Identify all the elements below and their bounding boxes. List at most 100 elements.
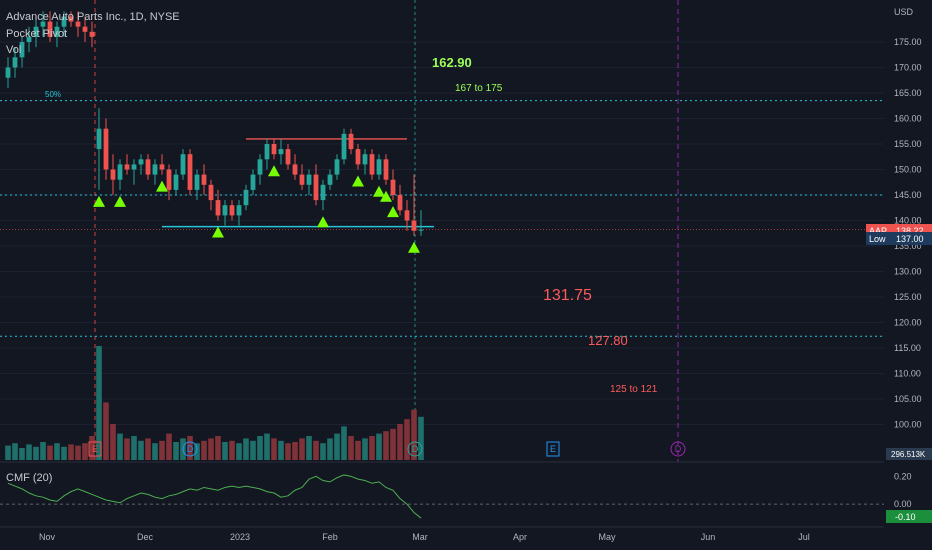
cmf-line (7, 474, 422, 519)
candle-body (75, 21, 81, 27)
candle-body (159, 164, 165, 170)
volume-bar (397, 424, 403, 460)
candle-body (12, 57, 18, 68)
candle-body (19, 42, 25, 58)
volume-bar (201, 440, 207, 460)
candle-body (257, 159, 263, 175)
earnings-marker (546, 441, 560, 457)
volume-bar (61, 446, 67, 460)
time-tick: Mar (412, 532, 428, 542)
pocket-pivot-arrow (212, 226, 224, 238)
candle-body (264, 144, 270, 160)
volume-bar (82, 443, 88, 460)
candle-body (5, 67, 11, 78)
volume-bar (229, 440, 235, 460)
volume-bar (47, 445, 53, 460)
time-axis[interactable]: Nov Dec 2023 Feb Mar Apr May Jun Jul (0, 526, 884, 542)
volume-bar (138, 440, 144, 460)
event-marker-letter: E (550, 444, 556, 454)
indicator-name[interactable]: Pocket Pivot (6, 28, 67, 40)
volume-bar (362, 438, 368, 460)
volume-bar (54, 443, 60, 460)
time-tick: Jun (701, 532, 716, 542)
volume-bar (40, 442, 46, 460)
pocket-pivot-arrow (352, 175, 364, 187)
volume-bar (131, 436, 137, 460)
volume-bar (271, 438, 277, 460)
target-high-label: 162.90 (432, 55, 472, 70)
candle-body (117, 164, 123, 180)
candle-body (278, 149, 284, 155)
volume-bar (222, 442, 228, 460)
event-marker-letter: D (187, 444, 194, 454)
volume-bar (369, 436, 375, 460)
cmf-tick: 0.00 (894, 499, 912, 509)
time-tick: May (598, 532, 616, 542)
fib-50-label: 50% (45, 90, 61, 99)
cmf-legend[interactable]: CMF (20) (6, 472, 52, 484)
candle-body (173, 174, 179, 190)
candle-body (383, 159, 389, 180)
volume-bar (117, 433, 123, 460)
candle-body (33, 26, 39, 37)
candle-body (54, 26, 60, 37)
candle-body (138, 159, 144, 165)
price-tick: 145.00 (894, 190, 922, 200)
last-price-tag: AAP (869, 226, 887, 236)
candle-body (26, 36, 32, 42)
candle-body (208, 184, 214, 201)
vertical-markers (94, 0, 679, 462)
volume-bar (166, 433, 172, 460)
pocket-pivot-arrow (114, 195, 126, 207)
candle-body (299, 174, 305, 185)
volume-bar (243, 438, 249, 460)
candle-body (348, 133, 354, 150)
candle-body (418, 229, 424, 231)
candle-body (390, 179, 396, 195)
signal-arrows (93, 165, 420, 253)
volume-bar (5, 445, 11, 460)
candle-body (47, 21, 53, 37)
event-marker-letter: D (675, 444, 682, 454)
cmf-pane (0, 461, 884, 519)
candle-body (362, 154, 368, 165)
candle-body (103, 128, 109, 170)
grid (0, 41, 884, 425)
price-tick: 115.00 (894, 343, 921, 353)
price-tick: 120.00 (894, 318, 922, 328)
candle-body (124, 164, 130, 170)
volume-bar (390, 428, 396, 460)
volume-bar (327, 438, 333, 460)
currency-label: USD (894, 7, 914, 17)
volume-bar (257, 436, 263, 460)
price-axis[interactable]: USD 175.00 170.00 165.00 160.00 155.00 150.00… (884, 0, 932, 550)
target-low2-label: 127.80 (588, 333, 628, 348)
candle-body (376, 159, 382, 175)
price-tick: 130.00 (894, 267, 922, 277)
low-badge-label: Low (869, 234, 886, 244)
candle-body (201, 174, 207, 185)
volume-bar (404, 419, 410, 460)
volume-bar (355, 440, 361, 460)
candle-body (180, 154, 186, 175)
candle-body (110, 169, 116, 180)
time-tick: 2023 (230, 532, 250, 542)
volume-bar (306, 436, 312, 460)
volume-bar (292, 442, 298, 460)
volume-tag[interactable]: Vol (6, 44, 21, 56)
volume-bar (215, 436, 221, 460)
price-tick: 135.00 (894, 241, 922, 251)
volume-bar (103, 402, 109, 460)
target-low1-label: 131.75 (543, 287, 592, 304)
volume-bar (96, 346, 102, 460)
volume-bar (124, 438, 130, 460)
pocket-pivot-arrow (380, 190, 392, 202)
volume-bar (376, 433, 382, 460)
volume-bar (89, 436, 95, 460)
price-tick: 110.00 (894, 369, 921, 379)
volume-bar (383, 431, 389, 460)
symbol-title[interactable]: Advance Auto Parts Inc., 1D, NYSE (6, 11, 180, 23)
candle-body (313, 174, 319, 201)
candle-body (243, 189, 249, 206)
